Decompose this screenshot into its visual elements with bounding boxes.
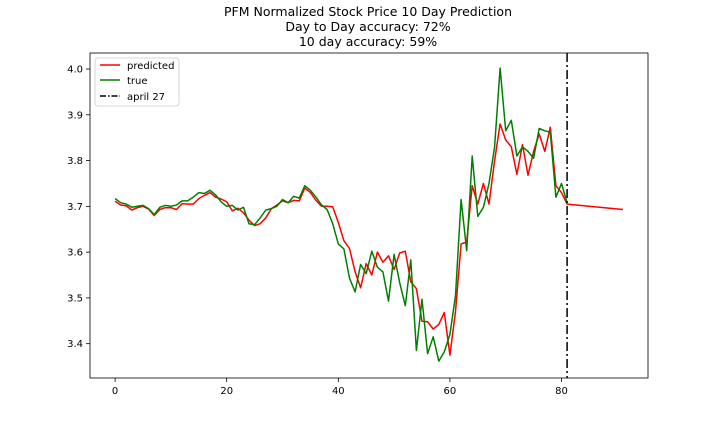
y-axis: 3.4 3.5 3.6 3.7 3.8 3.9 4.0 — [67, 65, 90, 350]
chart-title-line-2: Day to Day accuracy: 72% — [285, 19, 450, 34]
chart-title-line-1: PFM Normalized Stock Price 10 Day Predic… — [224, 4, 512, 19]
x-tick-label: 40 — [332, 386, 345, 397]
series-line-predicted — [114, 123, 623, 356]
y-tick-label: 3.4 — [67, 339, 83, 350]
y-tick-label: 3.7 — [67, 202, 83, 213]
y-tick-label: 3.6 — [67, 248, 83, 259]
y-tick-label: 3.5 — [67, 293, 83, 304]
legend-true-label: true — [127, 76, 148, 87]
y-tick-label: 3.8 — [67, 156, 83, 167]
x-tick-label: 20 — [220, 386, 233, 397]
x-tick-label: 60 — [444, 386, 457, 397]
legend-april27-label: april 27 — [127, 92, 165, 103]
plot-lines — [114, 53, 623, 378]
x-tick-label: 0 — [112, 386, 118, 397]
y-tick-label: 3.9 — [67, 110, 83, 121]
plot-frame — [89, 52, 649, 379]
y-tick-label: 4.0 — [67, 65, 83, 76]
x-tick-label: 80 — [555, 386, 568, 397]
legend: predicted true april 27 — [94, 57, 180, 107]
x-axis: 0 20 40 60 80 — [112, 378, 568, 397]
legend-box — [94, 57, 180, 107]
chart-title-line-3: 10 day accuracy: 59% — [299, 34, 437, 49]
legend-predicted-label: predicted — [127, 61, 174, 72]
series-line-true — [114, 67, 568, 362]
